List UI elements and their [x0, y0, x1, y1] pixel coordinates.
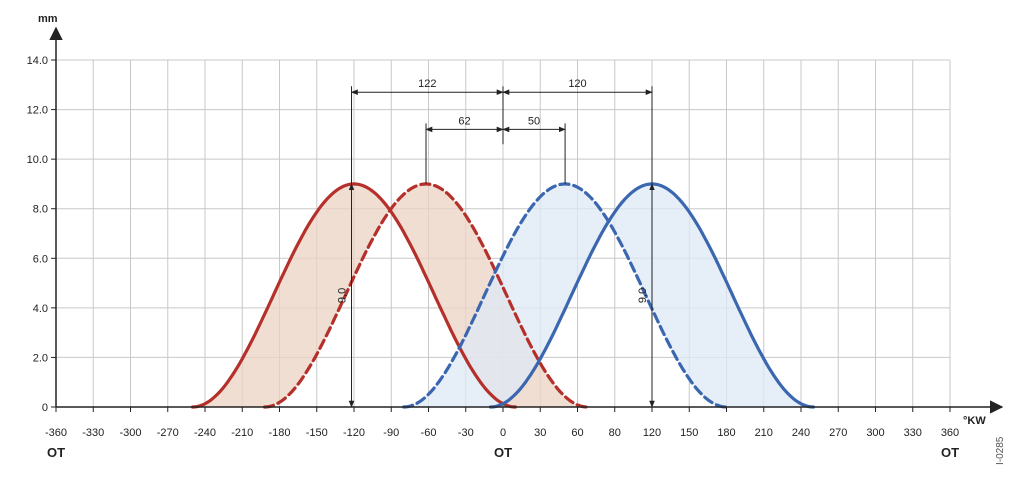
- annotations: 122 120 62 50 9,0 9,0: [337, 78, 655, 408]
- x-tick-label: 270: [829, 427, 847, 439]
- x-tick-label: 120: [643, 427, 661, 439]
- x-tick-label: 300: [866, 427, 884, 439]
- x-tick-label: 30: [534, 427, 546, 439]
- x-tick-label: -180: [268, 427, 290, 439]
- x-tick-label: 180: [717, 427, 735, 439]
- dimension-label: 50: [528, 115, 540, 127]
- y-tick-label: 10.0: [27, 154, 48, 166]
- dimension-label: 122: [418, 78, 436, 90]
- y-tick-label: 0: [42, 402, 48, 414]
- figure-code: I-0285: [995, 436, 1006, 465]
- x-tick-label: 210: [755, 427, 773, 439]
- x-tick-label: 60: [571, 427, 583, 439]
- x-tick-label: -300: [119, 427, 141, 439]
- dimension-label: 62: [458, 115, 470, 127]
- lift-dimension-label: 9,0: [337, 288, 349, 303]
- y-axis-label: mm: [38, 13, 58, 25]
- x-tick-label: -90: [383, 427, 399, 439]
- x-tick-label: -150: [306, 427, 328, 439]
- y-tick-label: 6.0: [33, 253, 48, 265]
- x-tick-label: 330: [904, 427, 922, 439]
- x-tick-label: -240: [194, 427, 216, 439]
- x-tick-label: -360: [45, 427, 67, 439]
- labels: 02.04.06.08.010.012.014.0-360 -330 -300 -27…: [27, 55, 960, 460]
- y-tick-label: 14.0: [27, 55, 48, 67]
- x-tick-label: -120: [343, 427, 365, 439]
- x-tick-label: 360: [941, 427, 959, 439]
- x-tick-label: 80: [609, 427, 621, 439]
- y-tick-label: 8.0: [33, 204, 48, 216]
- ot-label: OT: [494, 445, 512, 460]
- x-axis-label: °KW: [963, 415, 986, 427]
- x-tick-label: -60: [421, 427, 437, 439]
- x-tick-label: -30: [458, 427, 474, 439]
- dimension-label: 120: [568, 78, 586, 90]
- x-tick-label: 150: [680, 427, 698, 439]
- y-tick-label: 12.0: [27, 105, 48, 117]
- x-tick-label: -270: [157, 427, 179, 439]
- x-tick-label: -210: [231, 427, 253, 439]
- x-tick-label: 0: [500, 427, 506, 439]
- y-tick-label: 4.0: [33, 303, 48, 315]
- x-tick-label: -330: [82, 427, 104, 439]
- lift-dimension-label: 9,0: [637, 288, 649, 303]
- x-tick-label: 240: [792, 427, 810, 439]
- ot-label: OT: [941, 445, 959, 460]
- axes: [49, 26, 1004, 414]
- ot-label: OT: [47, 445, 65, 460]
- y-tick-label: 2.0: [33, 352, 48, 364]
- exhaust-adjust-fill: [403, 183, 814, 407]
- curve-fills: [192, 183, 814, 407]
